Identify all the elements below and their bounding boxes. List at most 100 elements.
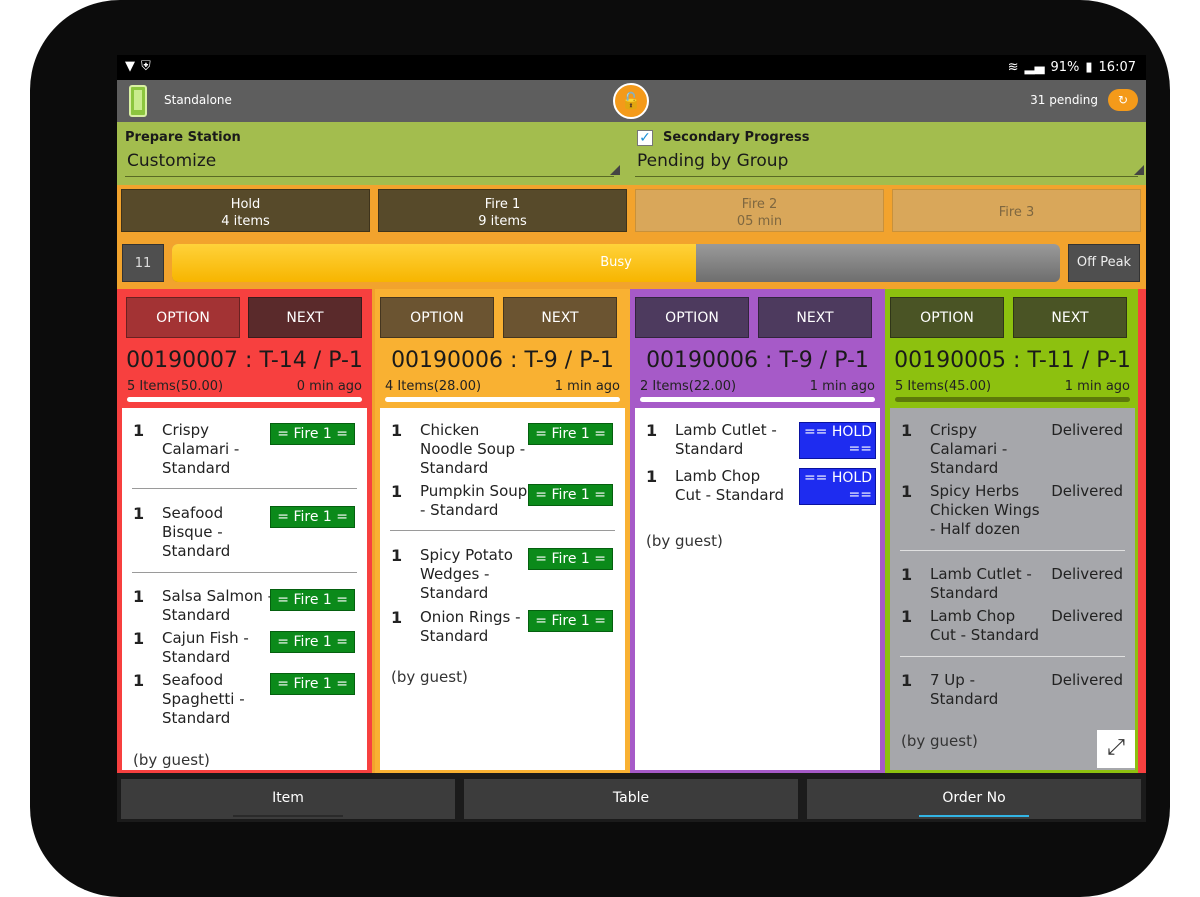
unlock-icon[interactable]: 🔓 [613, 83, 649, 119]
guest-label: (by guest) [133, 751, 210, 769]
course-name: Fire 1 [484, 197, 521, 212]
off-peak-button[interactable]: Off Peak [1068, 244, 1140, 282]
option-button[interactable]: OPTION [126, 297, 240, 338]
tab-order-no[interactable]: Order No [807, 779, 1141, 819]
clock: 16:07 [1098, 60, 1136, 75]
cloud-sync-icon[interactable]: ↻ [1108, 89, 1138, 111]
dropdown-caret-icon [1134, 165, 1144, 175]
next-button[interactable]: NEXT [1013, 297, 1127, 338]
item-status-badge: = Fire 1 = [270, 589, 355, 611]
item-status-badge: = Fire 1 = [528, 423, 613, 445]
course-name: Hold [230, 197, 261, 212]
item-name: Chicken Noodle Soup - Standard [420, 421, 526, 477]
order-ticket[interactable]: OPTION NEXT 00190006 : T-9 / P-1 2 Items… [630, 289, 885, 773]
ticket-body: 1 Lamb Cutlet - Standard == HOLD == 1 La… [635, 408, 880, 770]
item-name: 7 Up - Standard [930, 671, 999, 708]
ticket-age: 0 min ago [296, 379, 362, 394]
option-button[interactable]: OPTION [380, 297, 494, 338]
status-bar: ▼ ⛨ ≋ ▂▄ 91% ▮ 16:07 [117, 55, 1146, 80]
secondary-progress-select[interactable]: Secondary Progress Pending by Group [627, 122, 1146, 185]
item-name: Spicy Herbs Chicken Wings - Half dozen [930, 482, 1040, 538]
item-qty: 1 [646, 467, 658, 486]
item-qty: 1 [133, 504, 145, 523]
secondary-progress-label: Secondary Progress [663, 130, 810, 145]
item-qty: 1 [133, 629, 145, 648]
item-qty: 1 [901, 482, 913, 501]
option-button[interactable]: OPTION [635, 297, 749, 338]
mode-label: Standalone [164, 93, 232, 107]
guest-label: (by guest) [901, 732, 978, 750]
next-button[interactable]: NEXT [248, 297, 362, 338]
ticket-body: 1 Crispy Calamari - Standard = Fire 1 = … [122, 408, 367, 770]
course-sub: 4 items [221, 214, 270, 229]
item-status-badge: Delivered [1051, 671, 1123, 689]
item-name: Lamb Chop Cut - Standard [930, 607, 1040, 644]
busy-meter-fill [172, 244, 696, 282]
battery-level: 91% [1050, 60, 1080, 75]
item-status-badge: Delivered [1051, 607, 1123, 625]
prepare-station-label: Prepare Station [125, 130, 241, 145]
order-ticket[interactable]: OPTION NEXT 00190006 : T-9 / P-1 4 Items… [375, 289, 630, 773]
next-button[interactable]: NEXT [503, 297, 617, 338]
item-name: Pumpkin Soup - Standard [420, 482, 528, 519]
ticket-items-summary: 5 Items(45.00) [895, 379, 992, 394]
course-tab-fire-2[interactable]: Fire 2 05 min [635, 189, 884, 232]
pending-count: 31 pending [1030, 93, 1098, 107]
tab-item[interactable]: Item [121, 779, 455, 819]
ticket-title: 00190006 : T-9 / P-1 [391, 348, 614, 373]
busy-label: Busy [600, 255, 632, 270]
ticket-items-summary: 5 Items(50.00) [127, 379, 224, 394]
item-status-badge: = Fire 1 = [270, 423, 355, 445]
prepare-station-select[interactable]: Prepare Station Customize [117, 122, 622, 185]
order-ticket[interactable]: OPTION NEXT 00190005 : T-11 / P-1 5 Item… [885, 289, 1140, 773]
secondary-progress-value: Pending by Group [637, 151, 789, 171]
item-status-badge: Delivered [1051, 421, 1123, 439]
signal-icon: ▂▄ [1024, 60, 1045, 75]
ticket-age: 1 min ago [1064, 379, 1130, 394]
course-sub: 05 min [736, 214, 783, 229]
item-name: Spicy Potato Wedges - Standard [420, 546, 513, 602]
item-qty: 1 [901, 607, 913, 626]
course-tab-hold[interactable]: Hold 4 items [121, 189, 370, 232]
filter-bar: Prepare Station Customize ✓ Secondary Pr… [117, 122, 1146, 185]
prepare-station-value: Customize [127, 151, 217, 171]
next-button[interactable]: NEXT [758, 297, 872, 338]
item-status-badge: = Fire 1 = [528, 548, 613, 570]
item-qty: 1 [901, 671, 913, 690]
course-tab-fire-3[interactable]: Fire 3 [892, 189, 1141, 232]
notification-icon: ▼ [125, 59, 135, 74]
order-ticket[interactable]: OPTION NEXT 00190007 : T-14 / P-1 5 Item… [117, 289, 372, 773]
expand-icon[interactable]: ⤢ [1097, 730, 1135, 768]
item-status-badge: Delivered [1051, 565, 1123, 583]
order-count: 11 [122, 244, 164, 282]
item-name: Onion Rings - Standard [420, 608, 521, 645]
battery-icon: ▮ [1085, 60, 1093, 75]
ticket-age: 1 min ago [809, 379, 875, 394]
item-qty: 1 [391, 608, 403, 627]
course-sub: 9 items [478, 214, 527, 229]
app-bar: Standalone 🔓 31 pending ↻ [117, 80, 1146, 122]
item-qty: 1 [646, 421, 658, 440]
ticket-body: 1 Chicken Noodle Soup - Standard = Fire … [380, 408, 625, 770]
next-ticket-edge [1138, 289, 1146, 773]
busy-row: 11 Busy Off Peak [117, 238, 1146, 289]
item-status-badge: = Fire 1 = [270, 673, 355, 695]
item-name: Crispy Calamari - Standard [162, 421, 240, 477]
course-tab-fire-1[interactable]: Fire 1 9 items [378, 189, 627, 232]
item-status-badge: = Fire 1 = [270, 631, 355, 653]
course-name: Fire 2 [741, 197, 778, 212]
item-qty: 1 [133, 587, 145, 606]
item-status-badge: = Fire 1 = [528, 610, 613, 632]
item-name: Seafood Spaghetti - Standard [162, 671, 245, 727]
item-qty: 1 [133, 421, 145, 440]
item-name: Lamb Chop Cut - Standard [675, 467, 785, 504]
ticket-progress [127, 397, 362, 402]
secondary-progress-checkbox[interactable]: ✓ [637, 130, 653, 146]
ticket-progress [895, 397, 1130, 402]
screen: ▼ ⛨ ≋ ▂▄ 91% ▮ 16:07 Standalone 🔓 31 pen… [117, 55, 1146, 822]
item-status-badge: Delivered [1051, 482, 1123, 500]
item-name: Cajun Fish - Standard [162, 629, 249, 666]
option-button[interactable]: OPTION [890, 297, 1004, 338]
busy-meter: Busy [172, 244, 1060, 282]
tab-table[interactable]: Table [464, 779, 798, 819]
